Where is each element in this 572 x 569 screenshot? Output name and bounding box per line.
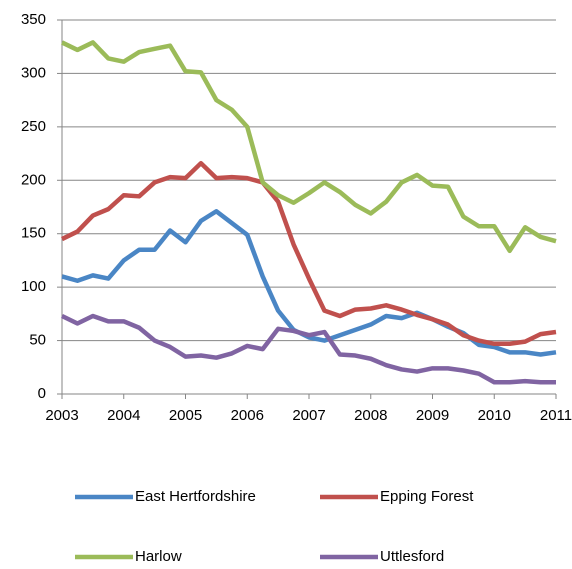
- legend-label: Epping Forest: [380, 488, 474, 505]
- x-tick-label: 2003: [45, 407, 78, 424]
- y-tick-label: 100: [21, 278, 46, 295]
- x-tick-label: 2011: [540, 407, 572, 424]
- legend-label: Harlow: [135, 548, 182, 565]
- x-tick-label: 2004: [107, 407, 140, 424]
- series-line: [61, 160, 557, 347]
- x-tick-label: 2007: [292, 407, 325, 424]
- legend-label: Uttlesford: [380, 548, 444, 565]
- x-tick-label: 2008: [354, 407, 387, 424]
- series-line: [61, 313, 556, 385]
- series-line: [61, 40, 557, 254]
- y-tick-label: 50: [29, 332, 46, 349]
- x-tick-label: 2010: [478, 407, 511, 424]
- y-tick-label: 150: [21, 225, 46, 242]
- y-tick-label: 250: [21, 118, 46, 135]
- x-tick-label: 2005: [169, 407, 202, 424]
- x-tick-label: 2009: [416, 407, 449, 424]
- y-tick-label: 0: [38, 385, 46, 402]
- y-tick-label: 200: [21, 171, 46, 188]
- y-tick-label: 300: [21, 64, 46, 81]
- x-tick-label: 2006: [231, 407, 264, 424]
- legend-label: East Hertfordshire: [135, 488, 256, 505]
- y-tick-label: 350: [21, 11, 46, 28]
